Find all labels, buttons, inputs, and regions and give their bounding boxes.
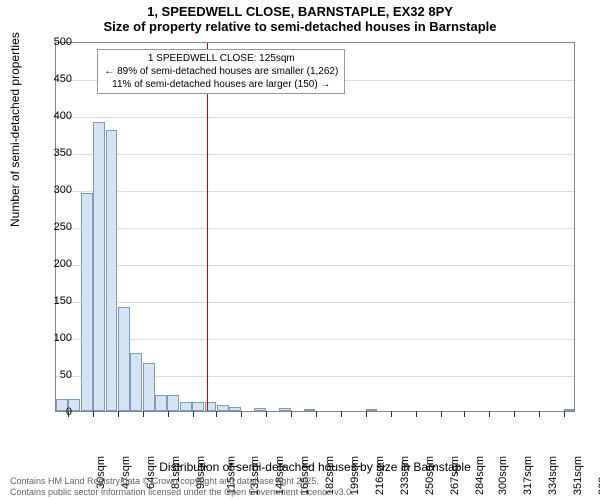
x-tick xyxy=(391,411,392,417)
x-tick xyxy=(291,411,292,417)
y-tick-label: 50 xyxy=(42,369,72,381)
histogram-bar xyxy=(130,353,142,411)
footer-line1: Contains HM Land Registry data © Crown c… xyxy=(10,476,354,487)
y-axis-title: Number of semi-detached properties xyxy=(8,32,22,227)
histogram-bar xyxy=(279,408,291,411)
y-tick-label: 400 xyxy=(42,110,72,122)
y-tick-label: 200 xyxy=(42,258,72,270)
gridline xyxy=(56,265,574,266)
histogram-bar xyxy=(93,122,105,411)
histogram-bar xyxy=(229,407,241,411)
x-tick xyxy=(316,411,317,417)
x-tick xyxy=(216,411,217,417)
y-tick-label: 150 xyxy=(42,295,72,307)
x-tick xyxy=(564,411,565,417)
x-tick xyxy=(266,411,267,417)
x-tick xyxy=(241,411,242,417)
histogram-bar xyxy=(254,408,266,411)
gridline xyxy=(56,302,574,303)
y-tick-label: 500 xyxy=(42,36,72,48)
y-tick-label: 450 xyxy=(42,73,72,85)
histogram-bar xyxy=(118,307,130,411)
x-tick xyxy=(514,411,515,417)
annotation-line1: 1 SPEEDWELL CLOSE: 125sqm xyxy=(104,52,338,65)
chart-title-line1: 1, SPEEDWELL CLOSE, BARNSTAPLE, EX32 8PY xyxy=(0,0,600,19)
x-tick xyxy=(464,411,465,417)
gridline xyxy=(56,191,574,192)
histogram-bar xyxy=(106,130,118,411)
annotation-box: 1 SPEEDWELL CLOSE: 125sqm ← 89% of semi-… xyxy=(97,49,345,94)
histogram-bar xyxy=(304,409,316,411)
gridline xyxy=(56,228,574,229)
histogram-bar xyxy=(155,395,167,411)
chart-container: 1, SPEEDWELL CLOSE, BARNSTAPLE, EX32 8PY… xyxy=(0,0,600,500)
x-tick xyxy=(93,411,94,417)
x-tick xyxy=(143,411,144,417)
footer-attribution: Contains HM Land Registry data © Crown c… xyxy=(10,476,354,498)
x-tick xyxy=(193,411,194,417)
footer-line2: Contains public sector information licen… xyxy=(10,487,354,498)
y-tick-label: 350 xyxy=(42,147,72,159)
x-tick xyxy=(168,411,169,417)
chart-title-line2: Size of property relative to semi-detach… xyxy=(0,19,600,40)
histogram-bar xyxy=(192,402,204,411)
gridline xyxy=(56,154,574,155)
histogram-bar xyxy=(180,402,192,411)
gridline xyxy=(56,117,574,118)
reference-line xyxy=(207,43,208,411)
x-tick xyxy=(341,411,342,417)
gridline xyxy=(56,339,574,340)
x-tick xyxy=(441,411,442,417)
x-tick xyxy=(539,411,540,417)
y-tick-label: 0 xyxy=(42,406,72,418)
annotation-line3: 11% of semi-detached houses are larger (… xyxy=(104,78,338,91)
histogram-bar xyxy=(366,409,378,411)
x-tick xyxy=(489,411,490,417)
x-tick xyxy=(118,411,119,417)
annotation-line2: ← 89% of semi-detached houses are smalle… xyxy=(104,65,338,78)
histogram-bar xyxy=(167,395,179,411)
histogram-bar xyxy=(564,409,576,411)
histogram-bar xyxy=(217,405,229,411)
y-tick-label: 100 xyxy=(42,332,72,344)
x-tick xyxy=(416,411,417,417)
x-tick xyxy=(366,411,367,417)
x-axis-title: Distribution of semi-detached houses by … xyxy=(55,460,575,474)
y-tick-label: 250 xyxy=(42,221,72,233)
y-tick-label: 300 xyxy=(42,184,72,196)
histogram-bar xyxy=(143,363,155,411)
histogram-bar xyxy=(81,193,93,411)
plot-area: 1 SPEEDWELL CLOSE: 125sqm ← 89% of semi-… xyxy=(55,42,575,412)
